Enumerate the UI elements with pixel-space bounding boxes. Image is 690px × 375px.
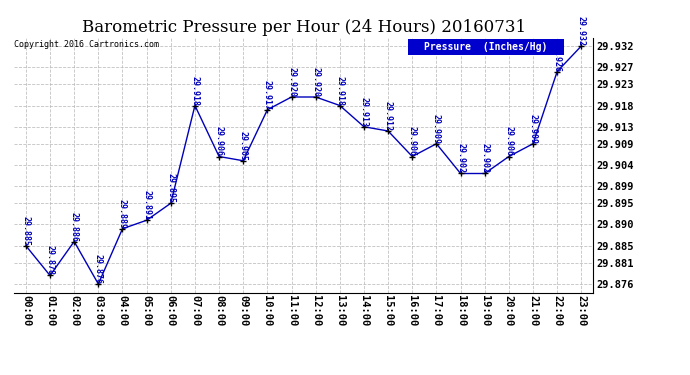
Text: 29.906: 29.906 <box>215 126 224 156</box>
Text: 29.912: 29.912 <box>384 101 393 131</box>
Text: 29.909: 29.909 <box>432 114 441 144</box>
Text: 29.885: 29.885 <box>21 216 30 246</box>
Text: 29.891: 29.891 <box>142 190 151 220</box>
Text: 29.920: 29.920 <box>311 67 320 97</box>
Text: 29.906: 29.906 <box>408 126 417 156</box>
Title: Barometric Pressure per Hour (24 Hours) 20160731: Barometric Pressure per Hour (24 Hours) … <box>81 19 526 36</box>
Text: 29.917: 29.917 <box>263 80 272 110</box>
Text: 29.876: 29.876 <box>94 254 103 284</box>
Text: 29.909: 29.909 <box>529 114 538 144</box>
Text: 29.913: 29.913 <box>359 97 368 127</box>
Text: Copyright 2016 Cartronics.com: Copyright 2016 Cartronics.com <box>14 40 159 49</box>
Text: 29.905: 29.905 <box>239 131 248 161</box>
Text: 29.895: 29.895 <box>166 173 175 203</box>
Text: 29.889: 29.889 <box>118 199 127 229</box>
Text: 29.918: 29.918 <box>190 75 199 105</box>
Text: 29.886: 29.886 <box>70 211 79 242</box>
Text: 29.918: 29.918 <box>335 75 344 105</box>
Text: 29.932: 29.932 <box>577 16 586 46</box>
Text: 29.906: 29.906 <box>504 126 513 156</box>
Text: 29.902: 29.902 <box>456 144 465 174</box>
Text: 29.926: 29.926 <box>553 42 562 72</box>
Text: 29.920: 29.920 <box>287 67 296 97</box>
Text: 29.878: 29.878 <box>46 246 55 276</box>
Text: 29.902: 29.902 <box>480 144 489 174</box>
